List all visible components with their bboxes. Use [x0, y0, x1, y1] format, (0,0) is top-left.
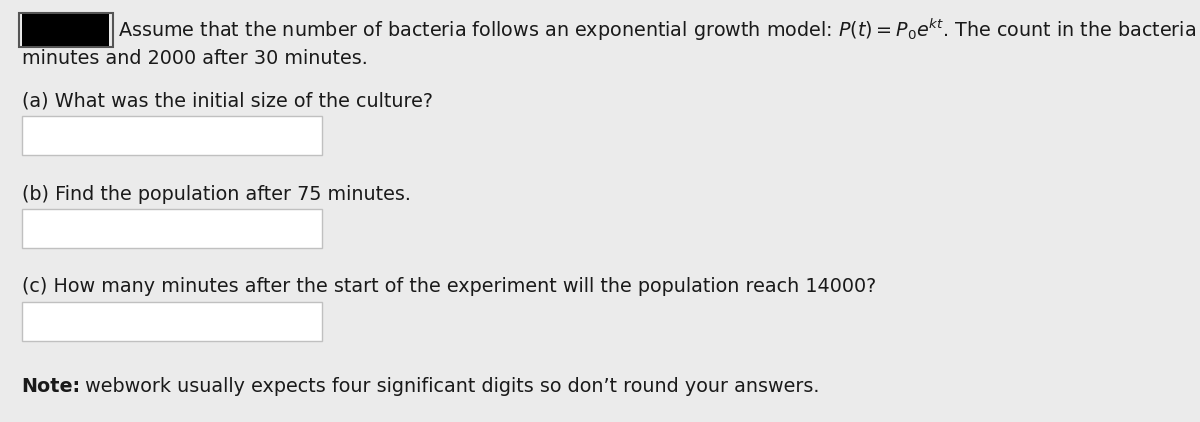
Text: Assume that the number of bacteria follows an exponential growth model: $P(t) = : Assume that the number of bacteria follo… [118, 16, 1200, 43]
FancyBboxPatch shape [22, 14, 109, 46]
Text: Note:: Note: [22, 376, 80, 396]
Text: (c) How many minutes after the start of the experiment will the population reach: (c) How many minutes after the start of … [22, 277, 876, 297]
Text: (a) What was the initial size of the culture?: (a) What was the initial size of the cul… [22, 92, 433, 111]
Text: webwork usually expects four significant digits so don’t round your answers.: webwork usually expects four significant… [79, 376, 820, 396]
Text: minutes and 2000 after 30 minutes.: minutes and 2000 after 30 minutes. [22, 49, 367, 68]
FancyBboxPatch shape [19, 13, 113, 47]
FancyBboxPatch shape [22, 116, 322, 155]
FancyBboxPatch shape [22, 209, 322, 248]
Text: (b) Find the population after 75 minutes.: (b) Find the population after 75 minutes… [22, 184, 410, 204]
FancyBboxPatch shape [22, 302, 322, 341]
